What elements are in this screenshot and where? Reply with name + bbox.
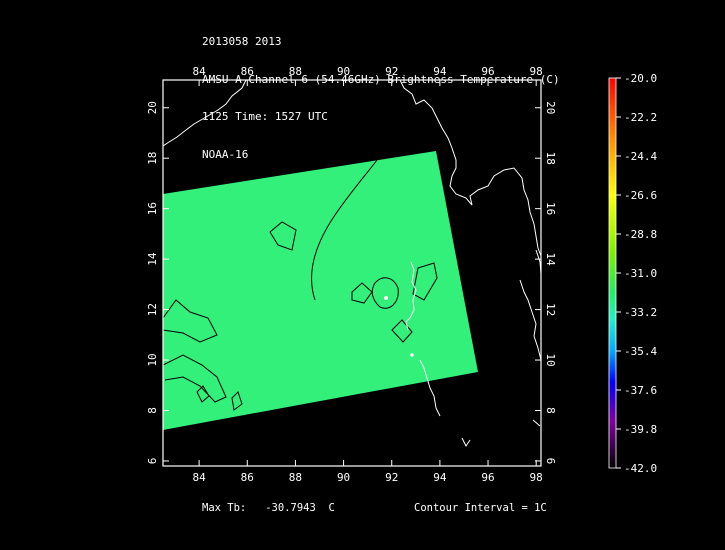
lat-tick-label-right: 16 <box>544 202 557 215</box>
header-satellite: NOAA-16 <box>202 147 249 161</box>
lon-tick-label-bottom: 96 <box>481 471 494 484</box>
lon-tick-label-top: 94 <box>433 65 447 78</box>
colorbar-label: -37.6 <box>624 384 657 397</box>
contour-interval: Contour Interval = 1C <box>414 502 547 514</box>
map-header: 2013058 2013 AMSU-A Channel 6 (54.46GHz)… <box>202 11 560 174</box>
coastline-india <box>163 80 247 147</box>
max-tb-unit: C <box>328 502 335 514</box>
contour-line <box>196 385 210 403</box>
lat-tick-label-left: 16 <box>146 202 159 215</box>
lat-tick-label-left: 12 <box>146 303 159 316</box>
colorbar-label: -35.4 <box>624 345 657 358</box>
colorbar-ticks: -20.0 -22.2 -24.4 -26.6 -28.8 -31.0 -33.2 -35.4… <box>616 72 657 475</box>
header-time: 1125 Time: 1527 UTC <box>202 110 328 123</box>
coastline-bangladesh-myanmar <box>399 80 541 257</box>
lat-tick-label-left: 8 <box>146 407 159 414</box>
lat-tick-label-right: 20 <box>544 101 557 114</box>
lat-tick-label-left: 14 <box>146 252 159 266</box>
contour-line <box>371 277 399 309</box>
lon-tick-label-bottom: 98 <box>530 471 543 484</box>
contour-line <box>231 391 243 411</box>
lon-tick-label-bottom: 90 <box>337 471 350 484</box>
colorbar-label: -33.2 <box>624 306 657 319</box>
lat-tick-label-left: 6 <box>146 458 159 465</box>
lon-tick-label-bottom: 92 <box>385 471 398 484</box>
lat-tick-label-right: 8 <box>544 407 557 414</box>
colorbar-label: -24.4 <box>624 150 657 163</box>
lon-tick-label-top: 96 <box>481 65 494 78</box>
lon-tick-label-bottom: 88 <box>289 471 302 484</box>
colorbar-label: -31.0 <box>624 267 657 280</box>
coastline-islands <box>532 419 541 427</box>
lat-tick-label-right: 6 <box>544 458 557 465</box>
lon-tick-label-top: 88 <box>289 65 302 78</box>
lat-tick-label-right: 18 <box>544 152 557 165</box>
lon-tick-label-bottom: 94 <box>433 471 447 484</box>
colorbar-label: -26.6 <box>624 189 657 202</box>
max-tb-value: -30.7943 <box>265 502 316 514</box>
lat-tick-label-left: 20 <box>146 101 159 114</box>
colorbar-label: -28.8 <box>624 228 657 241</box>
lat-tick-label-left: 10 <box>146 353 159 366</box>
contour-line <box>163 299 218 343</box>
contour-line <box>351 282 373 304</box>
lon-tick-label-bottom: 86 <box>241 471 254 484</box>
contour-lines <box>163 155 438 411</box>
lon-tick-label-top: 86 <box>241 65 254 78</box>
contour-line <box>163 354 227 403</box>
lon-tick-label-top: 84 <box>192 65 206 78</box>
contour-line <box>311 155 381 301</box>
colorbar <box>608 77 617 469</box>
contour-line <box>391 319 413 343</box>
map-frame <box>162 79 542 467</box>
colorbar-label: -39.8 <box>624 423 657 436</box>
colorbar-label: -20.0 <box>624 72 657 85</box>
max-tb-readout: Max Tb: -30.7943 C <box>202 502 335 514</box>
colorbar-label: -42.0 <box>624 462 657 475</box>
island-marker <box>384 296 388 300</box>
contour-line <box>412 262 438 301</box>
lon-tick-label-top: 98 <box>530 65 543 78</box>
coastline-islands <box>519 279 541 361</box>
lon-tick-label-bottom: 84 <box>192 471 206 484</box>
lat-tick-label-right: 10 <box>544 353 557 366</box>
island-marker <box>410 353 414 357</box>
header-product: AMSU-A Channel 6 (54.46GHz) Brightness T… <box>202 72 560 86</box>
header-date: 2013058 2013 <box>202 35 282 48</box>
coastline-islands <box>419 359 441 417</box>
coastline-islands <box>461 437 471 447</box>
lon-tick-label-top: 92 <box>385 65 398 78</box>
lat-tick-label-right: 12 <box>544 303 557 316</box>
max-tb-label: Max Tb: <box>202 502 247 514</box>
coastline-islands <box>405 261 417 331</box>
lon-tick-label-top: 90 <box>337 65 350 78</box>
brightness-temperature-swath <box>163 151 478 430</box>
lat-tick-label-right: 14 <box>544 252 557 266</box>
colorbar-label: -22.2 <box>624 111 657 124</box>
contour-line <box>269 221 297 251</box>
lat-tick-label-left: 18 <box>146 152 159 165</box>
